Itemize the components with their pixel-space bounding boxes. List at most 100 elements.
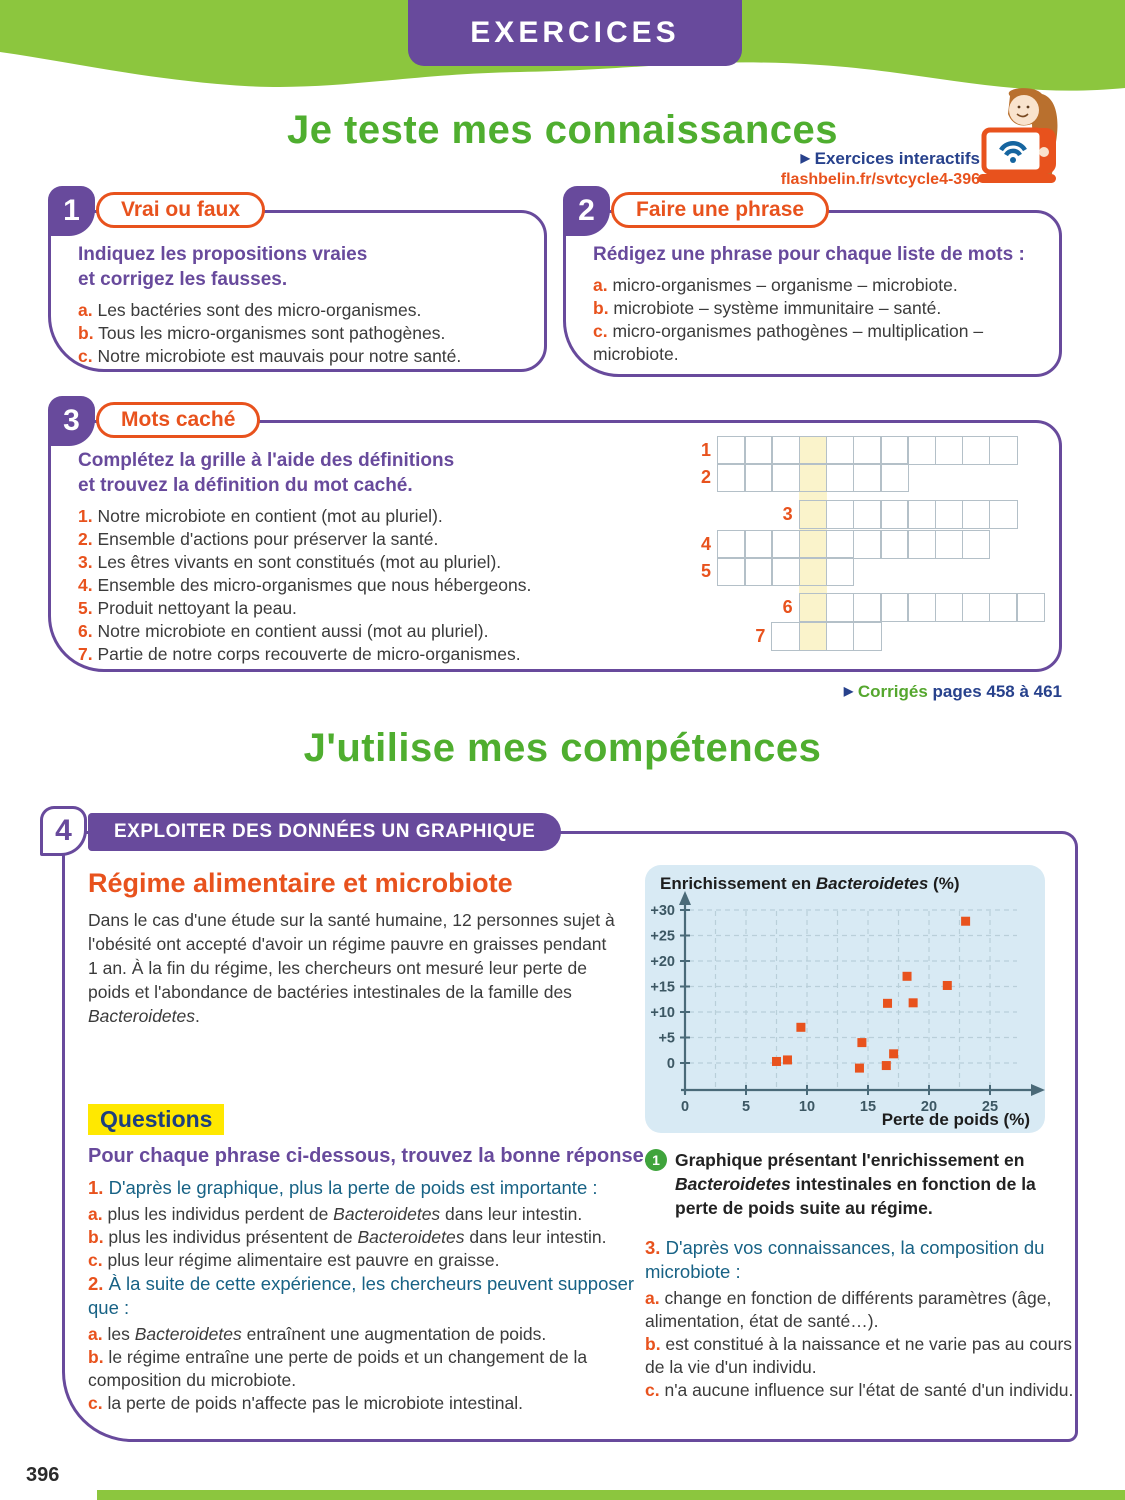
grid-cell[interactable] xyxy=(825,557,855,586)
grid-cell[interactable] xyxy=(798,622,828,651)
grid-cell[interactable] xyxy=(907,593,936,622)
grid-cell[interactable] xyxy=(771,463,800,492)
grid-cell[interactable] xyxy=(798,463,828,492)
grid-cell[interactable] xyxy=(853,593,882,622)
chart-point xyxy=(961,916,971,926)
y-tick-label: +20 xyxy=(650,954,675,970)
grid-cell[interactable] xyxy=(961,500,991,529)
wifi-icon xyxy=(999,140,1027,152)
grid-cell[interactable] xyxy=(771,530,800,559)
grid-cell[interactable] xyxy=(825,622,855,651)
grid-cell[interactable] xyxy=(934,593,964,622)
grid-cell[interactable] xyxy=(853,463,882,492)
definition-item: 4. Ensemble des micro-organismes que nou… xyxy=(78,575,532,595)
answer-option: c. n'a aucune influence sur l'état de sa… xyxy=(645,1380,1074,1400)
grid-cell[interactable] xyxy=(825,530,855,559)
option-key: b. xyxy=(88,1347,104,1367)
exercise3-content: Complétez la grille à l'aide des définit… xyxy=(78,448,678,666)
chart-point xyxy=(857,1038,867,1048)
grid-cell[interactable] xyxy=(880,593,909,622)
exercise1-instruction: Indiquez les propositions vraies et corri… xyxy=(78,244,368,290)
chart-title: Enrichissement en Bacteroidetes (%) xyxy=(660,874,960,893)
exercise4-box xyxy=(62,831,1078,1442)
grid-cell[interactable] xyxy=(853,500,882,529)
grid-cell[interactable] xyxy=(961,530,991,559)
exercise2-number-badge: 2 xyxy=(563,186,610,236)
y-tick-label: +10 xyxy=(650,1005,675,1021)
grid-cell[interactable] xyxy=(798,500,828,529)
grid-cell[interactable] xyxy=(744,436,773,465)
pointing-hand xyxy=(1039,147,1049,157)
grid-cell[interactable] xyxy=(771,557,800,586)
y-tick-label: +5 xyxy=(658,1031,675,1047)
grid-cell[interactable] xyxy=(1016,593,1045,622)
grid-cell[interactable] xyxy=(717,436,746,465)
grid-cell[interactable] xyxy=(880,500,909,529)
grid-cell[interactable] xyxy=(880,436,909,465)
grid-cell[interactable] xyxy=(744,530,773,559)
grid-row-number: 6 xyxy=(782,597,793,617)
grid-row-number: 2 xyxy=(700,467,711,487)
exercise2-item: c. micro-organismes pathogènes – multipl… xyxy=(593,321,984,364)
grid-cell[interactable] xyxy=(853,530,882,559)
question-number: 3. xyxy=(645,1237,661,1258)
grid-cell[interactable] xyxy=(989,436,1018,465)
grid-cell[interactable] xyxy=(744,463,773,492)
grid-cell[interactable] xyxy=(798,557,828,586)
grid-cell[interactable] xyxy=(907,500,936,529)
grid-cell[interactable] xyxy=(744,557,773,586)
grid-cell[interactable] xyxy=(989,593,1018,622)
exercise4-intro: Dans le cas d'une étude sur la santé hum… xyxy=(88,910,615,1026)
grid-cell[interactable] xyxy=(880,530,909,559)
grid-cell[interactable] xyxy=(798,436,828,465)
grid-cell[interactable] xyxy=(907,530,936,559)
chart-point xyxy=(772,1056,781,1066)
grid-cell[interactable] xyxy=(907,436,936,465)
questions-label: Questions xyxy=(88,1104,225,1135)
grid-cell[interactable] xyxy=(825,463,855,492)
grid-cell[interactable] xyxy=(934,530,964,559)
grid-cell[interactable] xyxy=(934,500,964,529)
option-key: a. xyxy=(88,1324,103,1344)
grid-cell[interactable] xyxy=(825,500,855,529)
grid-cell[interactable] xyxy=(798,530,828,559)
grid-cell[interactable] xyxy=(961,593,991,622)
grid-cell[interactable] xyxy=(853,436,882,465)
exercise2-items: a. micro-organismes – organisme – microb… xyxy=(593,274,1045,366)
grid-cell[interactable] xyxy=(961,436,991,465)
exercise3-instruction: Complétez la grille à l'aide des définit… xyxy=(78,450,455,496)
answer-option: a. change en fonction de différents para… xyxy=(645,1288,1052,1331)
grid-cell[interactable] xyxy=(771,622,800,651)
grid-cell[interactable] xyxy=(717,557,746,586)
item-key: 5. xyxy=(78,598,93,618)
exercise2-item: b. microbiote – système immunitaire – sa… xyxy=(593,298,942,318)
grid-cell[interactable] xyxy=(825,593,855,622)
grid-cell[interactable] xyxy=(989,500,1018,529)
grid-cell[interactable] xyxy=(934,436,964,465)
answer-option: a. plus les individus perdent de Bactero… xyxy=(88,1204,583,1224)
grid-cell[interactable] xyxy=(880,463,909,492)
grid-cell[interactable] xyxy=(717,463,746,492)
interactive-url-link[interactable]: flashbelin.fr/svtcycle4-396 xyxy=(780,171,980,188)
x-tick-label: 15 xyxy=(860,1099,876,1115)
exercise4-banner: EXPLOITER DES DONNÉES UN GRAPHIQUE xyxy=(88,813,562,851)
grid-row-number: 3 xyxy=(782,504,793,524)
chart-point xyxy=(796,1022,806,1032)
exercise2-title: Faire une phrase xyxy=(611,192,830,228)
item-key: 1. xyxy=(78,506,93,526)
grid-cell[interactable] xyxy=(825,436,855,465)
definition-item: 5. Produit nettoyant la peau. xyxy=(78,598,297,618)
laptop-base xyxy=(978,174,1056,183)
grid-cell[interactable] xyxy=(717,530,746,559)
item-key: 6. xyxy=(78,621,93,641)
grid-cell[interactable] xyxy=(771,436,800,465)
chart-point xyxy=(908,998,918,1008)
option-key: c. xyxy=(88,1393,103,1413)
figure-caption: 1 Graphique présentant l'enrichissement … xyxy=(645,1148,1078,1220)
chart-point xyxy=(902,971,912,981)
grid-cell[interactable] xyxy=(853,622,882,651)
grid-row-number: 1 xyxy=(700,440,711,460)
grid-cell[interactable] xyxy=(798,593,828,622)
